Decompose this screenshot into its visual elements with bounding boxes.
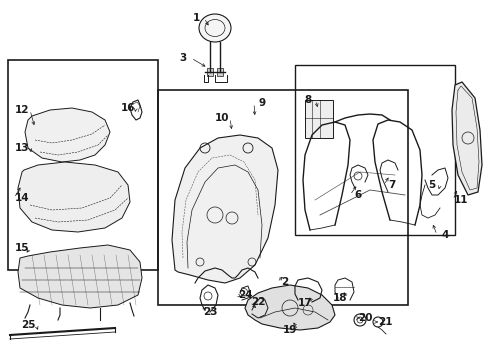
Bar [206, 68, 213, 76]
Text: 25: 25 [20, 320, 35, 330]
Text: 16: 16 [121, 103, 135, 113]
Text: 21: 21 [377, 317, 391, 327]
Text: 2: 2 [281, 277, 288, 287]
Text: 15: 15 [15, 243, 29, 253]
Text: 10: 10 [214, 113, 229, 123]
Polygon shape [451, 82, 481, 195]
Text: 11: 11 [453, 195, 468, 205]
Text: 24: 24 [237, 290, 252, 300]
Text: 12: 12 [15, 105, 29, 115]
Text: 5: 5 [427, 180, 435, 190]
Text: 18: 18 [332, 293, 346, 303]
Text: 1: 1 [192, 13, 199, 23]
Bar [217, 68, 223, 76]
Text: 8: 8 [304, 95, 311, 105]
Text: 23: 23 [203, 307, 217, 317]
Text: 4: 4 [440, 230, 448, 240]
Text: 7: 7 [387, 180, 395, 190]
Ellipse shape [199, 14, 230, 42]
Polygon shape [172, 135, 278, 283]
Text: 19: 19 [282, 325, 297, 335]
Text: 6: 6 [354, 190, 361, 200]
Polygon shape [244, 285, 334, 330]
Text: 13: 13 [15, 143, 29, 153]
Text: 17: 17 [297, 298, 312, 308]
Text: 14: 14 [15, 193, 29, 203]
Text: 3: 3 [179, 53, 186, 63]
Text: 9: 9 [258, 98, 265, 108]
Polygon shape [25, 108, 110, 162]
Bar [305, 100, 332, 138]
Text: 20: 20 [357, 313, 371, 323]
Polygon shape [18, 162, 130, 232]
Bar [158, 90, 407, 305]
Bar [8, 60, 158, 270]
Bar [294, 65, 454, 235]
Polygon shape [18, 245, 142, 308]
Text: 22: 22 [250, 297, 264, 307]
